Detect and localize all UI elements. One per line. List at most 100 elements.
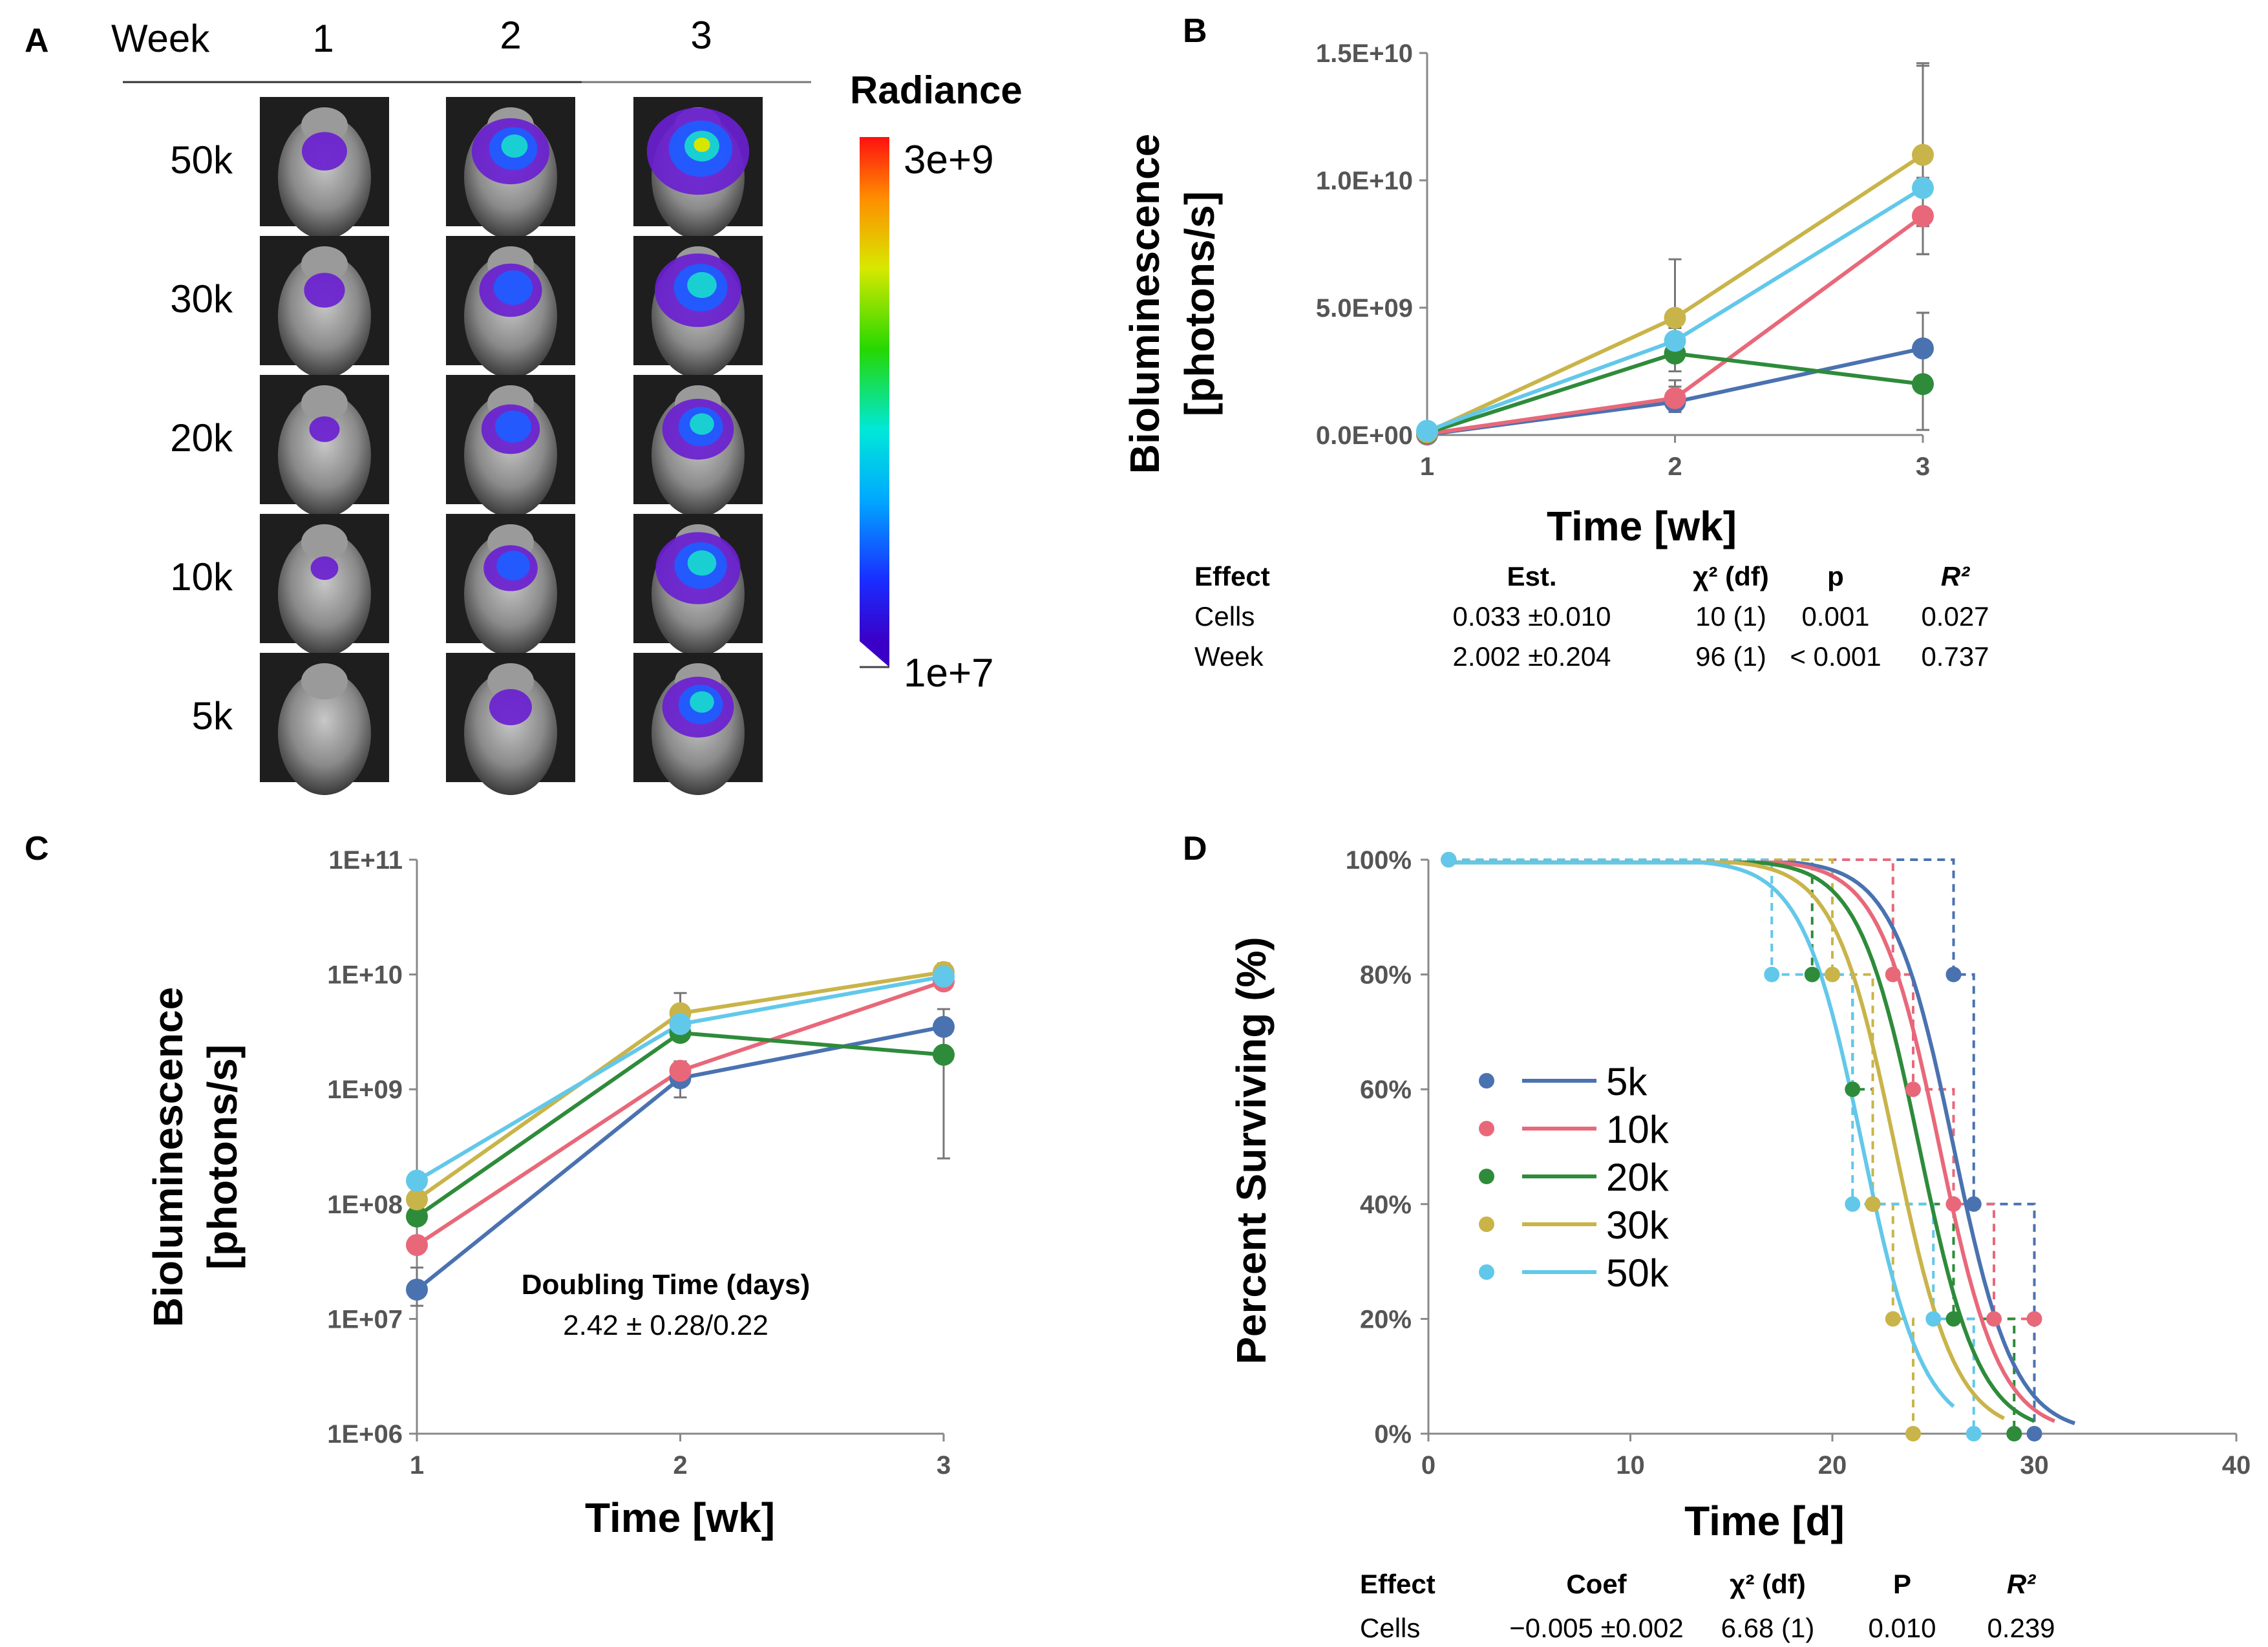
legend-label-20k: 20k — [1606, 1156, 1669, 1199]
y-tick-label: 0% — [1374, 1420, 1412, 1449]
km-step-20k — [1448, 858, 2016, 1434]
table-cell: 2.002 ±0.204 — [1453, 641, 1611, 672]
mouse-body — [278, 254, 371, 378]
km-point-50k — [1845, 1196, 1861, 1212]
y-tick-label: 60% — [1360, 1076, 1412, 1104]
table-cell: −0.005 ±0.002 — [1509, 1613, 1683, 1643]
data-point-5k — [1912, 337, 1934, 360]
colorbar-title: Radiance — [850, 69, 1023, 112]
y-tick-label: 1E+09 — [327, 1076, 403, 1104]
table-header: p — [1827, 561, 1844, 591]
panel-b: B 0.0E+00 5.0E+09 1.0E+10 1.5E+10 1 2 3 Time [… — [1121, 12, 1989, 672]
data-point-20k — [933, 1043, 955, 1066]
table-header: Effect — [1360, 1569, 1436, 1599]
data-point-5k — [933, 1015, 955, 1038]
data-point-30k — [406, 1188, 428, 1211]
table-cell: Cells — [1360, 1613, 1420, 1643]
imaging-cell — [260, 236, 389, 378]
week-1-label: 1 — [312, 17, 334, 60]
table-cell: Week — [1194, 641, 1264, 672]
table-cell: 0.027 — [1921, 601, 1989, 632]
tumor-signal-mid — [493, 270, 533, 305]
y-tick-label: 1E+08 — [327, 1191, 403, 1219]
tumor-signal-core — [694, 137, 710, 153]
imaging-cell — [446, 236, 575, 378]
mouse-head — [301, 385, 348, 421]
imaging-cell — [446, 97, 575, 239]
data-point-5k — [406, 1279, 428, 1301]
km-point-50k — [1441, 852, 1457, 867]
mouse-body — [278, 671, 371, 795]
table-header: Coef — [1566, 1569, 1627, 1599]
imaging-cell — [260, 514, 389, 656]
y-tick-label: 1E+06 — [327, 1420, 403, 1449]
tumor-signal-inner — [501, 134, 528, 158]
km-point-30k — [1885, 1311, 1901, 1327]
mouse-body — [278, 393, 371, 517]
km-point-30k — [1825, 966, 1840, 983]
table-cell: Cells — [1194, 601, 1255, 632]
tumor-signal-outer — [302, 132, 347, 171]
legend-label-50k: 50k — [1606, 1251, 1669, 1295]
table-header: R² — [2007, 1569, 2036, 1599]
km-point-5k — [1945, 966, 1962, 983]
x-tick-label: 3 — [1916, 452, 1930, 481]
tumor-signal-outer — [309, 416, 340, 442]
y-tick-label: 20% — [1360, 1305, 1412, 1334]
legend-marker-5k — [1479, 1073, 1494, 1089]
km-point-10k — [1885, 966, 1901, 983]
panel-c: C 1E+06 1E+07 1E+08 1E+09 1E+10 1E+11 1 2 3 Time… — [25, 830, 955, 1541]
y-tick-label: 1E+10 — [327, 961, 403, 990]
data-point-50k — [669, 1013, 692, 1036]
x-tick-label: 0 — [1421, 1451, 1436, 1480]
mouse-head — [301, 246, 348, 282]
week-2-label: 2 — [500, 14, 521, 57]
data-point-50k — [406, 1169, 428, 1192]
km-point-10k — [1986, 1311, 2002, 1327]
panel-d: D 0% 20% 40% 60% 80% 100% 0 10 20 30 40 Time [d] P… — [1183, 830, 2251, 1643]
table-header: χ² (df) — [1730, 1569, 1805, 1599]
km-point-50k — [1966, 1426, 1982, 1441]
fit-curve-20k — [1448, 860, 2035, 1423]
x-tick-label: 10 — [1616, 1451, 1645, 1480]
tumor-signal-inner — [690, 413, 714, 435]
km-point-10k — [1905, 1081, 1921, 1098]
chart-d-xlabel: Time [d] — [1684, 1498, 1845, 1544]
week-3-label: 3 — [690, 14, 712, 57]
tumor-signal-mid — [494, 410, 532, 443]
tumor-signal-inner — [690, 691, 714, 713]
panel-a-letter: A — [25, 22, 49, 59]
row-label-30k: 30k — [170, 277, 233, 321]
colorbar — [860, 137, 889, 641]
y-tick-label: 40% — [1360, 1191, 1412, 1219]
table-cell: 0.010 — [1868, 1613, 1936, 1643]
chart-b-xlabel: Time [wk] — [1547, 503, 1737, 549]
data-point-10k — [1912, 205, 1934, 228]
panel-d-letter: D — [1183, 830, 1207, 867]
fit-curve-30k — [1448, 860, 2006, 1421]
mouse-head — [301, 663, 348, 699]
data-point-20k — [1912, 373, 1934, 396]
table-cell: 0.239 — [1987, 1613, 2055, 1643]
km-point-5k — [2026, 1426, 2042, 1441]
x-tick-label: 20 — [1818, 1451, 1847, 1480]
tumor-signal-mid — [496, 551, 530, 580]
imaging-grid: 50k 30k 20k 10k 5k — [170, 97, 763, 795]
data-point-50k — [1664, 330, 1686, 352]
row-label-50k: 50k — [170, 138, 233, 182]
x-tick-label: 40 — [2222, 1451, 2251, 1480]
stats-table-b: Effect Est. χ² (df) p R² Cells 0.033 ±0.010 10 … — [1194, 561, 1989, 672]
legend-marker-20k — [1479, 1169, 1494, 1184]
km-step-5k — [1448, 858, 2036, 1434]
y-tick-label: 1E+11 — [328, 846, 403, 875]
table-header: R² — [1941, 561, 1970, 591]
mouse-head — [301, 107, 348, 143]
x-tick-label: 1 — [1420, 452, 1434, 481]
chart-d: 0% 20% 40% 60% 80% 100% 0 10 20 30 40 — [1346, 846, 2251, 1480]
y-tick-label: 1.0E+10 — [1316, 167, 1413, 195]
km-point-30k — [1865, 1196, 1881, 1212]
imaging-cell — [260, 97, 389, 239]
fit-curve-50k — [1448, 860, 1955, 1408]
y-tick-label: 100% — [1346, 846, 1412, 875]
